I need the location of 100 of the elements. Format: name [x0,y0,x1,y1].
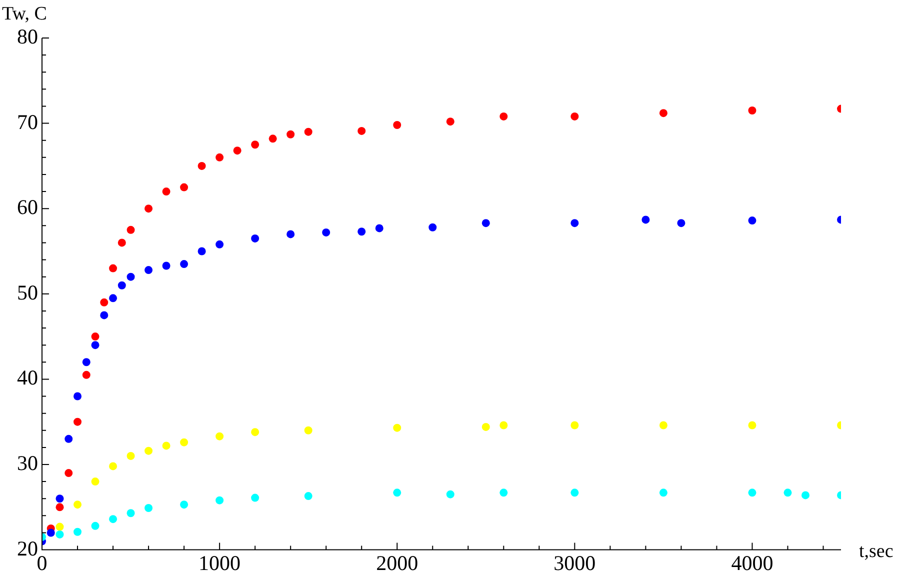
point [162,262,170,270]
y-tick-label: 60 [17,195,38,220]
point [286,230,295,238]
point [322,228,330,236]
point [268,134,277,143]
point [659,109,668,118]
y-tick-label: 30 [17,451,38,476]
point [64,434,73,443]
x-tick-label: 0 [36,550,48,575]
x-axis-title: t,sec [859,540,894,562]
point [74,392,82,400]
point [82,370,90,379]
point [748,216,756,225]
point [251,234,260,242]
point [659,421,668,430]
point [126,452,135,460]
point [46,528,55,537]
point [500,421,508,430]
point [118,281,126,290]
point [74,418,82,426]
point [251,140,260,149]
point [56,530,64,538]
y-tick-label: 40 [17,366,38,390]
point [144,204,153,213]
point [56,494,64,503]
point [180,183,188,192]
point [109,462,118,470]
point [446,490,454,498]
point [251,428,260,436]
point [82,358,90,366]
point [100,298,108,306]
point [91,332,100,341]
point [642,216,650,224]
point [180,500,188,509]
point [748,488,756,497]
y-tick-label: 50 [17,280,38,304]
point [74,500,82,509]
point [570,488,579,497]
point [784,488,792,497]
point [677,219,686,228]
point [100,311,108,320]
point [801,491,810,500]
x-tick-label: 4000 [731,550,774,575]
point [748,106,756,115]
point [304,426,312,434]
point [286,130,295,138]
x-tick-label: 2000 [376,550,418,575]
point [56,503,64,512]
point [144,266,153,274]
point [446,118,454,126]
point [162,188,170,196]
point [304,492,312,500]
point [56,522,64,531]
point [64,469,73,478]
point [393,121,402,130]
point [304,128,312,136]
point [198,162,206,170]
y-tick-label: 80 [17,24,38,49]
point [393,488,402,497]
point [91,341,100,350]
point [180,438,188,446]
point [251,494,260,502]
point [659,488,668,497]
x-tick-label: 1000 [198,550,241,575]
point [126,272,135,281]
point [500,488,508,497]
y-tick-label: 70 [17,110,38,134]
point [144,446,153,455]
point [393,424,402,432]
y-tick-label: 20 [17,536,38,560]
point [570,219,579,228]
point [570,112,579,120]
point [233,146,242,155]
point [144,504,153,512]
point [109,515,118,524]
point [180,260,188,268]
x-tick-label: 3000 [554,550,596,575]
point [375,224,384,232]
point [570,421,579,430]
point [118,238,126,247]
point [74,528,82,536]
point [91,522,100,530]
point [162,442,170,450]
point [91,478,100,486]
y-axis-title: Tw, C [2,3,47,24]
point [358,228,366,236]
point [500,112,508,120]
point [109,294,118,302]
point [482,219,490,228]
point [126,509,135,518]
point [216,432,224,440]
point [198,247,206,256]
point [482,422,490,431]
point [216,496,224,504]
point [428,223,437,232]
point [126,226,135,234]
point [216,240,224,248]
point [358,126,366,135]
point [748,421,756,430]
point [109,264,118,272]
